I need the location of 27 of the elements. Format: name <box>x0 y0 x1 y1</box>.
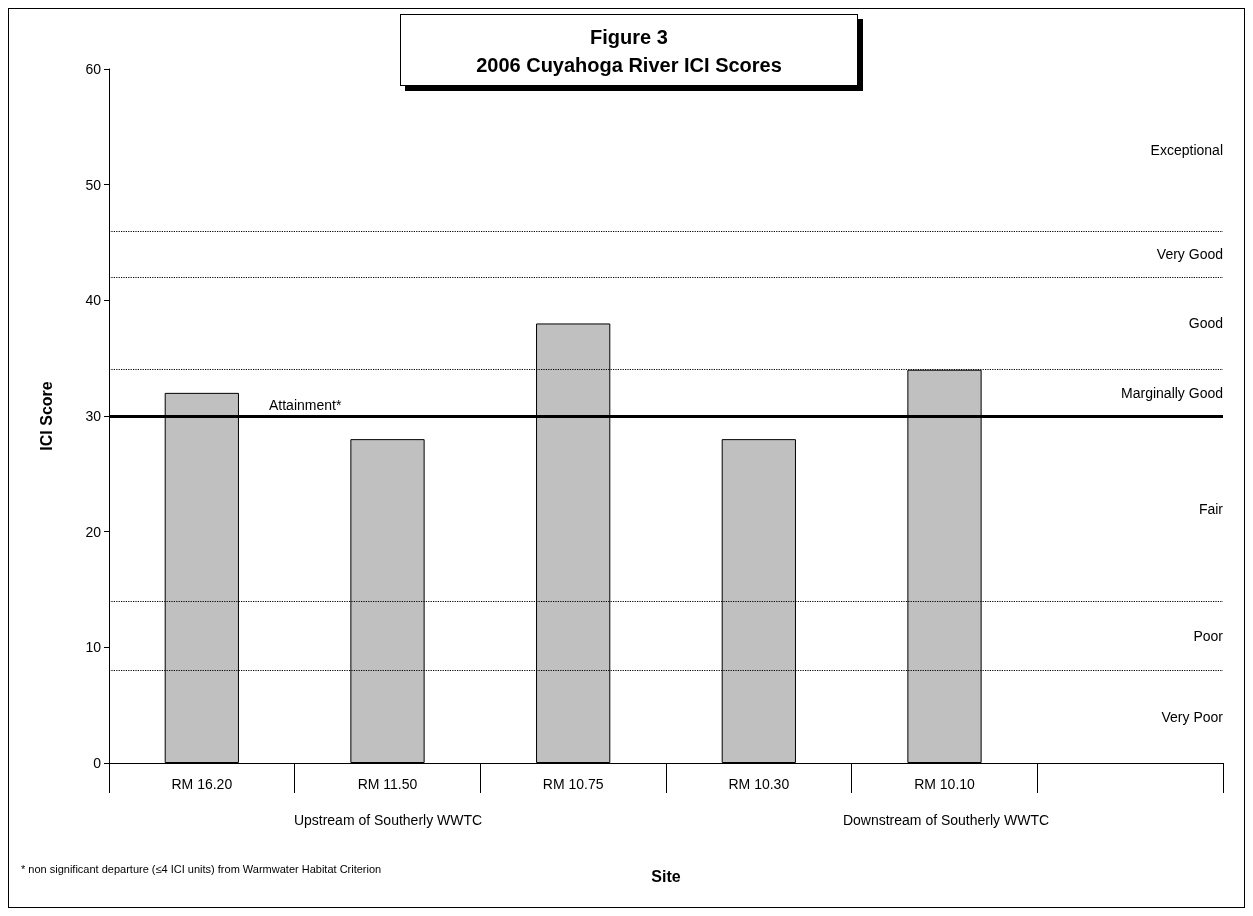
x-axis-title: Site <box>651 867 681 885</box>
annotation: Very Poor <box>1161 708 1224 725</box>
annotation: Exceptional <box>1150 141 1223 158</box>
y-tick-label: 30 <box>85 408 102 424</box>
text: * non significant departure (≤4 ICI units) from Warmwater Habitat Criterion <box>21 863 382 875</box>
y-tick-label: 20 <box>85 523 102 540</box>
x-tick-label: RM 10.30 <box>728 776 790 792</box>
y-tick-label: 10 <box>85 639 102 656</box>
x-tick-label: RM 11.50 <box>357 776 418 792</box>
annotation: Good <box>1188 315 1223 332</box>
annotation: Poor <box>1193 627 1224 644</box>
text: Upstream of Southerly WWTC <box>293 812 483 828</box>
x-tick-label: RM 10.75 <box>542 776 604 792</box>
annotation: Marginally Good <box>1121 384 1223 401</box>
y-axis-title: ICI Score <box>37 381 55 451</box>
y-tick-label: 0 <box>93 755 102 771</box>
chart-title: Figure 3 <box>589 25 669 50</box>
ref-line-label: Attainment* <box>269 397 342 413</box>
annotation: Very Good <box>1156 246 1223 263</box>
y-tick-label: 50 <box>85 176 102 193</box>
text: Downstream of Southerly WWTC <box>842 812 1050 828</box>
x-tick-label: RM 16.20 <box>171 776 233 792</box>
y-tick-label: 40 <box>85 292 102 309</box>
y-tick-label: 60 <box>85 61 102 77</box>
x-tick-label: RM 10.10 <box>914 776 976 792</box>
chart-subtitle: 2006 Cuyahoga River ICI Scores <box>475 53 783 78</box>
annotation: Fair <box>1198 500 1224 517</box>
